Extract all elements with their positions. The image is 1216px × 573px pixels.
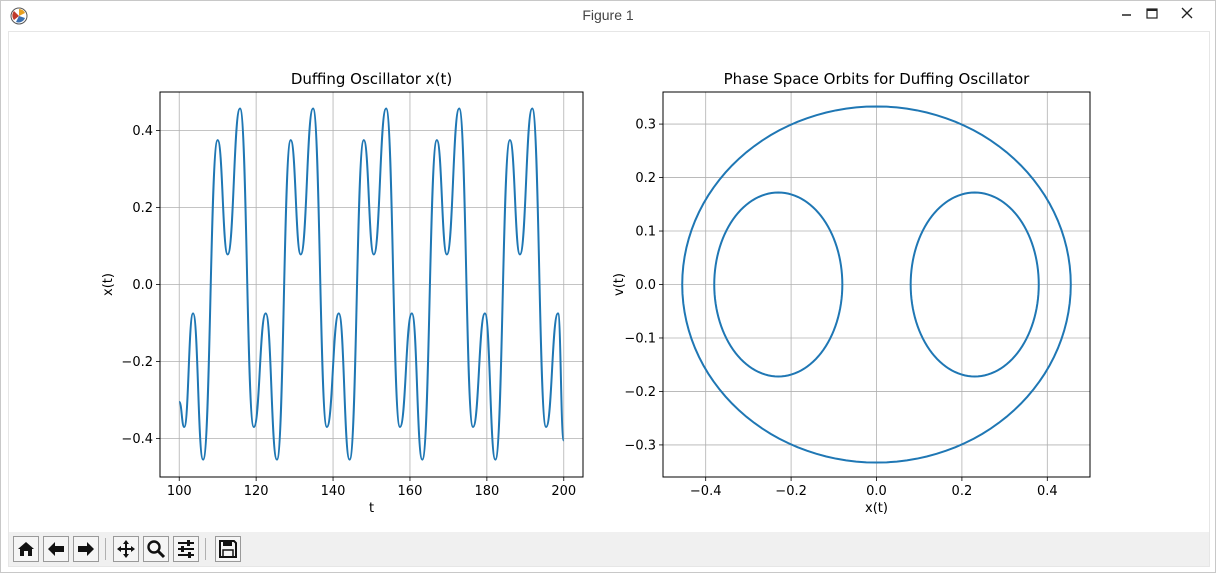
forward-arrow-icon (78, 542, 94, 556)
phase-space-y-tick-label: 0.1 (635, 225, 656, 240)
pan-button[interactable] (113, 536, 139, 562)
home-icon (18, 542, 34, 556)
phase-space-y-tick-label: 0.3 (635, 118, 656, 133)
title-bar: Figure 1 (1, 1, 1215, 31)
configure-subplots-icon (178, 540, 194, 558)
pan-icon (117, 540, 135, 558)
phase-space-axes-frame (662, 91, 1091, 478)
time-series-x-tick-label: 180 (474, 484, 499, 499)
back-button[interactable] (43, 536, 69, 562)
phase-space-y-tick-label: −0.3 (624, 438, 656, 453)
time-series-title: Duffing Oscillator x(t) (291, 70, 452, 88)
figure-area: 100 120 140 160 180 200 −0.4 −0.2 0.0 0.2 0.4 Duffi… (8, 31, 1210, 567)
back-arrow-icon (48, 542, 64, 556)
time-series-y-tick-label: 0.0 (132, 278, 153, 293)
phase-space-x-tick-label: −0.2 (775, 484, 807, 499)
minimize-button[interactable] (1112, 1, 1142, 29)
save-icon (219, 540, 237, 558)
time-series-x-tick-label: 120 (244, 484, 269, 499)
phase-space-x-tick-label: 0.4 (1037, 484, 1058, 499)
time-series-axes-frame (159, 91, 584, 478)
phase-space-orbit-1 (681, 105, 1072, 464)
time-series-y-tick-label: −0.4 (121, 432, 153, 447)
navigation-toolbar (9, 532, 1209, 566)
phase-space-y-tick-label: −0.1 (624, 331, 656, 346)
phase-space-x-tick-label: 0.2 (952, 484, 973, 499)
minimize-icon (1122, 14, 1131, 16)
time-series-y-tick-label: 0.2 (132, 201, 153, 216)
phase-space-x-tick-label: −0.4 (690, 484, 722, 499)
phase-space-x-tick-label: 0.0 (866, 484, 887, 499)
window-title: Figure 1 (582, 7, 634, 23)
zoom-button[interactable] (143, 536, 169, 562)
time-series-x-tick-label: 100 (167, 484, 192, 499)
figure-canvas[interactable]: 100 120 140 160 180 200 −0.4 −0.2 0.0 0.2 0.4 Duffi… (9, 32, 1209, 530)
phase-space-y-tick-label: −0.2 (624, 385, 656, 400)
save-button[interactable] (215, 536, 241, 562)
time-series-xlabel: t (369, 501, 374, 516)
phase-space-orbit-3 (909, 191, 1040, 378)
zoom-icon (147, 540, 166, 559)
maximize-button[interactable] (1138, 1, 1168, 29)
matplotlib-icon (10, 7, 28, 25)
time-series-ylabel: x(t) (101, 273, 116, 296)
time-series-x-tick-label: 140 (321, 484, 346, 499)
time-series-x-tick-label: 160 (398, 484, 423, 499)
phase-space-ylabel: v(t) (612, 273, 627, 296)
time-series-x-tick-label: 200 (551, 484, 576, 499)
close-icon (1181, 7, 1193, 19)
maximize-icon (1146, 8, 1158, 19)
phase-space-y-tick-label: 0.0 (635, 278, 656, 293)
toolbar-separator (105, 538, 106, 560)
home-button[interactable] (13, 536, 39, 562)
phase-space-y-tick-label: 0.2 (635, 171, 656, 186)
configure-subplots-button[interactable] (173, 536, 199, 562)
phase-space-xlabel: x(t) (865, 501, 888, 516)
phase-space-orbit-2 (713, 191, 844, 378)
close-button[interactable] (1171, 1, 1203, 29)
forward-button[interactable] (73, 536, 99, 562)
time-series-y-tick-label: 0.4 (132, 124, 153, 139)
phase-space-title: Phase Space Orbits for Duffing Oscillato… (724, 70, 1031, 88)
time-series-series-line (178, 107, 565, 461)
time-series-y-tick-label: −0.2 (121, 355, 153, 370)
toolbar-separator (205, 538, 206, 560)
